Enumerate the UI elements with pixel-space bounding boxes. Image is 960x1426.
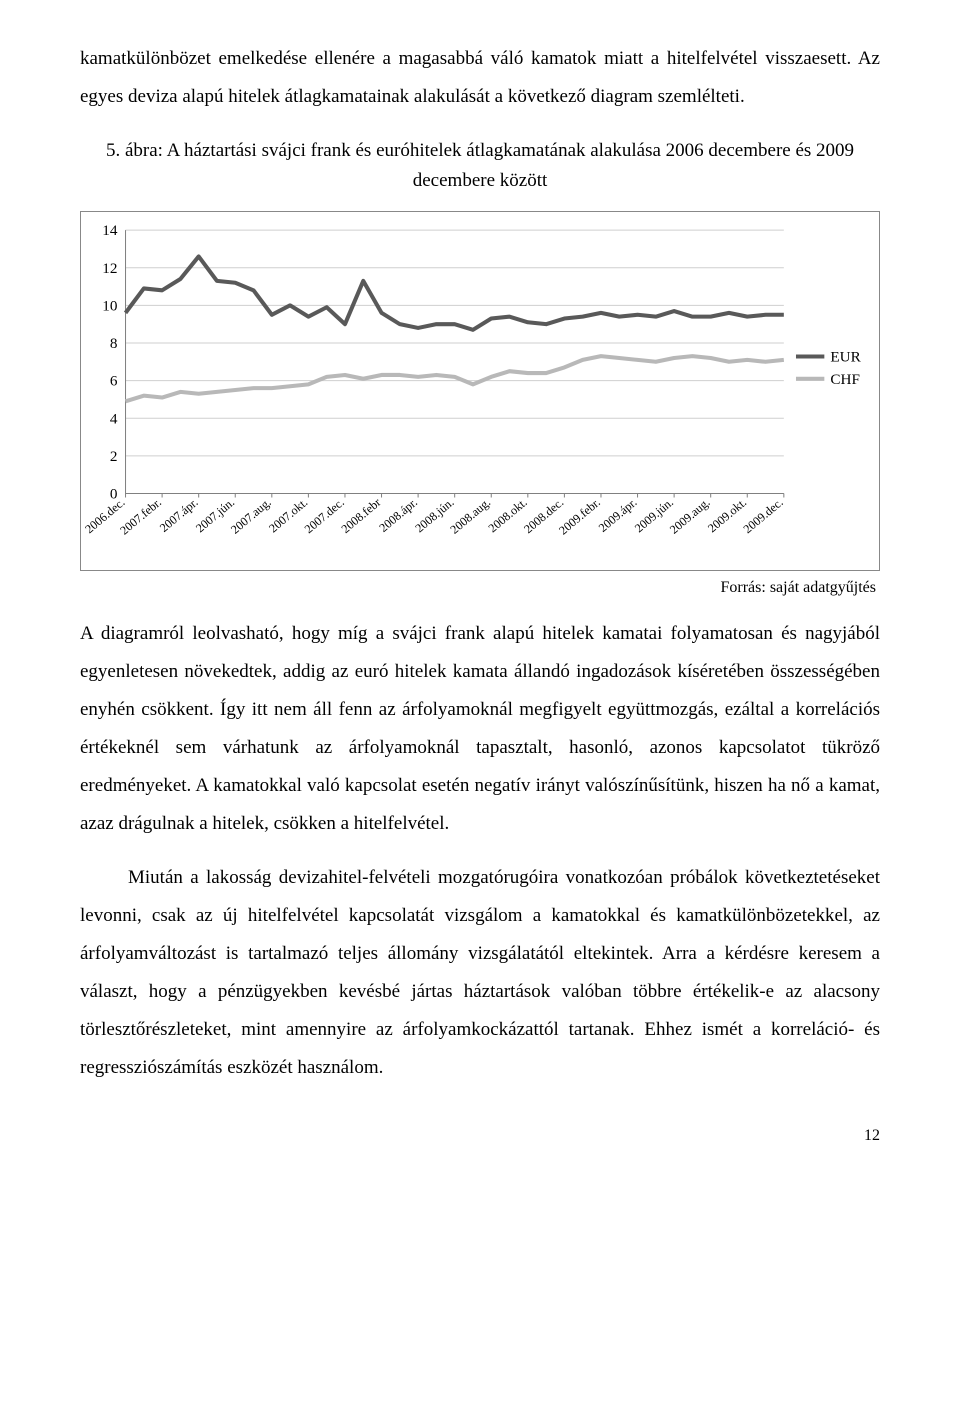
figure-caption: 5. ábra: A háztartási svájci frank és eu…	[80, 136, 880, 197]
figure-source: Forrás: saját adatgyűjtés	[80, 579, 876, 597]
para-intro: kamatkülönbözet emelkedése ellenére a ma…	[80, 40, 880, 116]
svg-text:4: 4	[110, 410, 118, 427]
line-chart: 024681012142006.dec.2007.febr.2007.ápr.2…	[85, 220, 875, 564]
svg-text:6: 6	[110, 372, 118, 389]
svg-text:8: 8	[110, 335, 118, 352]
svg-text:2: 2	[110, 448, 118, 465]
page: kamatkülönbözet emelkedése ellenére a ma…	[0, 0, 960, 1205]
para-body-1: A diagramról leolvasható, hogy míg a svá…	[80, 615, 880, 843]
page-number: 12	[80, 1127, 880, 1145]
svg-text:10: 10	[102, 297, 118, 314]
chart-container: 024681012142006.dec.2007.febr.2007.ápr.2…	[80, 211, 880, 571]
svg-text:EUR: EUR	[830, 348, 861, 365]
svg-text:14: 14	[102, 222, 118, 239]
para-body-2: Miután a lakosság devizahitel-felvételi …	[80, 859, 880, 1087]
svg-text:CHF: CHF	[830, 371, 860, 388]
svg-text:12: 12	[102, 260, 117, 277]
